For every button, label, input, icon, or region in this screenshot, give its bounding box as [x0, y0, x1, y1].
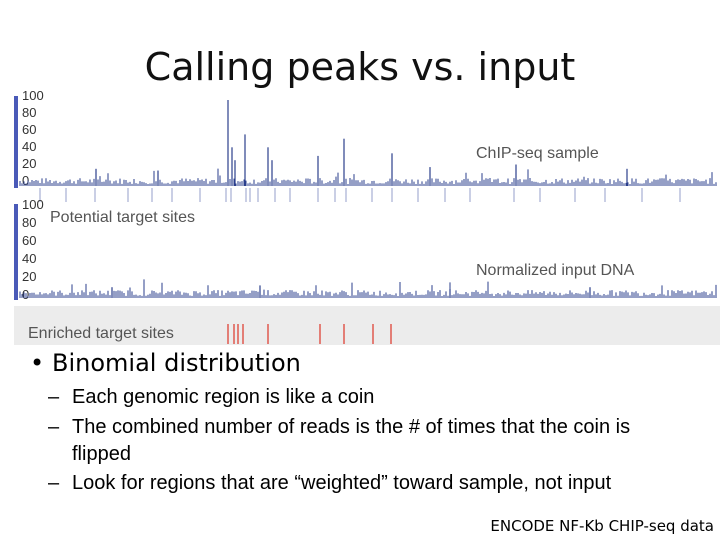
axis-tick-label: 20 — [22, 156, 36, 171]
bullet-binomial: • Binomial distribution — [30, 345, 720, 381]
dash: – — [48, 386, 60, 408]
sub-bullet-3: – Look for regions that are “weighted” t… — [48, 470, 688, 497]
bottom-track-scale-bar — [14, 204, 18, 300]
top-track-scale-bar — [14, 96, 18, 188]
dash: – — [48, 472, 60, 494]
genome-tracks-figure: 100 80 60 40 20 0 ChIP-seq sample 100 80 60 40 20… — [14, 88, 720, 345]
axis-tick-label: 100 — [22, 88, 44, 103]
axis-tick-label: 40 — [22, 251, 36, 266]
source-caption: ENCODE NF-Kb CHIP-seq data — [490, 517, 714, 535]
chip-seq-signal — [19, 100, 717, 186]
axis-tick-label: 80 — [22, 215, 36, 230]
axis-tick-label: 20 — [22, 269, 36, 284]
bullet-dot: • — [30, 349, 45, 377]
potential-target-sites-marks — [39, 188, 681, 202]
axis-tick-label: 60 — [22, 122, 36, 137]
enriched-row-background — [14, 306, 720, 345]
input-dna-signal — [19, 279, 717, 298]
sub-bullet-text: Look for regions that are “weighted” tow… — [72, 472, 612, 494]
sub-bullet-text: The combined number of reads is the # of… — [72, 416, 631, 465]
sub-bullet-2: – The combined number of reads is the # … — [48, 414, 688, 468]
sub-bullet-1: – Each genomic region is like a coin — [48, 384, 688, 411]
normalized-input-dna-label: Normalized input DNA — [476, 262, 635, 279]
potential-target-sites-label: Potential target sites — [50, 209, 195, 226]
bullet-list: • Binomial distribution — [30, 345, 720, 381]
chip-seq-sample-label: ChIP-seq sample — [476, 145, 599, 162]
axis-tick-label: 60 — [22, 233, 36, 248]
top-track-axis: 100 80 60 40 20 0 — [22, 88, 44, 188]
slide-title: Calling peaks vs. input — [144, 45, 576, 89]
dash: – — [48, 416, 60, 438]
enriched-target-sites-marks — [227, 324, 392, 344]
axis-tick-label: 0 — [22, 173, 29, 188]
axis-tick-label: 80 — [22, 105, 36, 120]
sub-bullet-text: Each genomic region is like a coin — [72, 386, 375, 408]
enriched-target-sites-label: Enriched target sites — [28, 325, 174, 342]
axis-tick-label: 40 — [22, 139, 36, 154]
axis-tick-label: 100 — [22, 197, 44, 212]
bullet-text: Binomial distribution — [52, 349, 301, 377]
